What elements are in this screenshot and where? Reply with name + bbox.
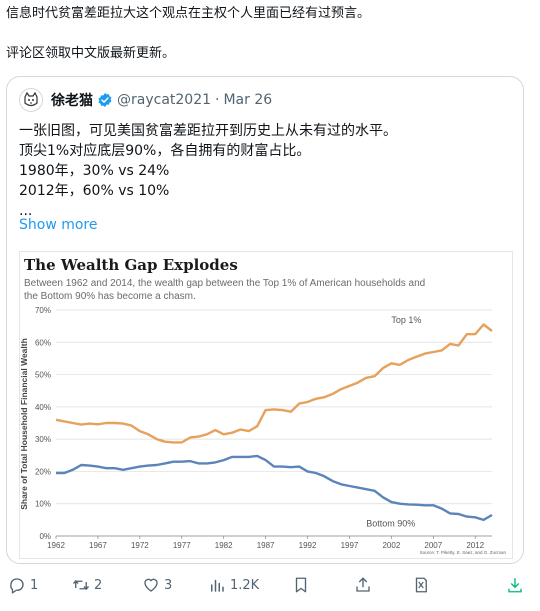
reply-count: 1 <box>30 577 39 593</box>
tweet-text-line: 评论区领取中文版最新更新。 <box>6 46 176 61</box>
tweet-date[interactable]: Mar 26 <box>223 92 273 108</box>
x-tick-label: 1967 <box>89 541 107 550</box>
chart-image[interactable]: The Wealth Gap Explodes Between 1962 and… <box>19 251 513 559</box>
avatar[interactable] <box>19 88 43 112</box>
reply-icon <box>10 578 24 594</box>
quoted-text-line: ... <box>19 203 33 219</box>
x-tick-label: 1977 <box>173 541 191 550</box>
top-1-percent-line <box>55 323 493 444</box>
y-tick-label: 40% <box>35 403 51 412</box>
quoted-tweet-card[interactable]: 徐老猫 @raycat2021 · Mar 26 一张旧图，可见美国贫富差距拉开… <box>6 76 524 564</box>
retweet-icon <box>72 579 90 591</box>
verified-badge-icon <box>97 92 113 108</box>
x-tick-label: 1972 <box>131 541 149 550</box>
chart-title: The Wealth Gap Explodes <box>24 256 238 274</box>
y-tick-label: 50% <box>35 371 51 380</box>
chart-labels: 0% 10% 20% 30% 40% 50% 60% 70% 1962 1967 1972 1977 1… <box>35 306 485 550</box>
author-handle[interactable]: @raycat2021 <box>117 92 212 108</box>
y-tick-label: 20% <box>35 467 51 476</box>
chart-subtitle-line: Between 1962 and 2014, the wealth gap be… <box>24 278 425 289</box>
retweet-button[interactable]: 2 <box>72 576 102 594</box>
bottom-90-percent-line <box>56 454 493 522</box>
tweet-text-line: 信息时代贫富差距拉大这个观点在主权个人里面已经有过预言。 <box>6 6 371 21</box>
y-axis-label: Share of Total Household Financial Wealt… <box>20 338 29 510</box>
views-button[interactable]: 1.2K <box>208 576 259 594</box>
bookmark-button[interactable] <box>292 576 310 594</box>
x-tick-label: 2002 <box>382 541 400 550</box>
x-tick-label: 1992 <box>299 541 317 550</box>
chart-subtitle-line: the Bottom 90% has become a chasm. <box>24 291 196 302</box>
x-tick-label: 2007 <box>424 541 442 550</box>
bottom-90-percent-label: Bottom 90% <box>366 518 415 528</box>
y-tick-label: 10% <box>35 500 51 509</box>
x-tick-label: 1997 <box>341 541 359 550</box>
tweet-text-gap <box>6 24 526 44</box>
x-tick-label: 1987 <box>257 541 275 550</box>
grok-button[interactable] <box>412 576 430 594</box>
chart-series <box>55 323 493 522</box>
like-count: 3 <box>164 577 173 593</box>
y-tick-label: 0% <box>39 532 51 541</box>
grok-icon <box>415 577 427 593</box>
share-icon <box>356 577 370 592</box>
reply-button[interactable]: 1 <box>8 576 38 594</box>
x-tick-label: 1962 <box>47 541 65 550</box>
show-more-link[interactable]: Show more <box>19 217 98 233</box>
chart-source: Source: T. Piketty, E. Saez, and G. Zucm… <box>420 550 507 555</box>
bookmark-icon <box>295 577 307 593</box>
top-1-percent-label: Top 1% <box>391 315 421 325</box>
x-tick-label: 2012 <box>466 541 484 550</box>
quoted-text-line: 1980年，30% vs 24% <box>19 163 170 179</box>
quoted-tweet-body: 一张旧图，可见美国贫富差距拉开到历史上从未有过的水平。 顶尖1%对应底层90%，… <box>19 121 515 221</box>
x-tick-label: 1982 <box>215 541 233 550</box>
quoted-text-line: 一张旧图，可见美国贫富差距拉开到历史上从未有过的水平。 <box>19 123 397 139</box>
y-tick-label: 30% <box>35 435 51 444</box>
retweet-count: 2 <box>94 577 103 593</box>
analytics-icon <box>211 579 224 592</box>
author-name[interactable]: 徐老猫 <box>51 93 93 109</box>
download-button[interactable] <box>506 576 524 594</box>
quoted-text-line: 顶尖1%对应底层90%，各自拥有的财富占比。 <box>19 143 311 159</box>
wealth-gap-chart: The Wealth Gap Explodes Between 1962 and… <box>19 256 507 555</box>
cat-avatar-icon <box>24 91 38 107</box>
share-button[interactable] <box>354 576 372 594</box>
heart-icon <box>144 578 158 592</box>
quoted-tweet-header: 徐老猫 @raycat2021 · Mar 26 <box>19 88 273 112</box>
chart-grid <box>55 309 492 539</box>
tweet-text: 信息时代贫富差距拉大这个观点在主权个人里面已经有过预言。 评论区领取中文版最新更… <box>6 4 526 64</box>
quoted-text-line: 2012年，60% vs 10% <box>19 183 170 199</box>
tweet-action-bar: 1 2 3 1.2K <box>6 572 526 602</box>
like-button[interactable]: 3 <box>142 576 172 594</box>
y-tick-label: 70% <box>35 306 51 315</box>
views-count: 1.2K <box>230 577 260 593</box>
download-icon <box>508 578 522 593</box>
separator-dot: · <box>215 92 220 108</box>
y-tick-label: 60% <box>35 338 51 347</box>
